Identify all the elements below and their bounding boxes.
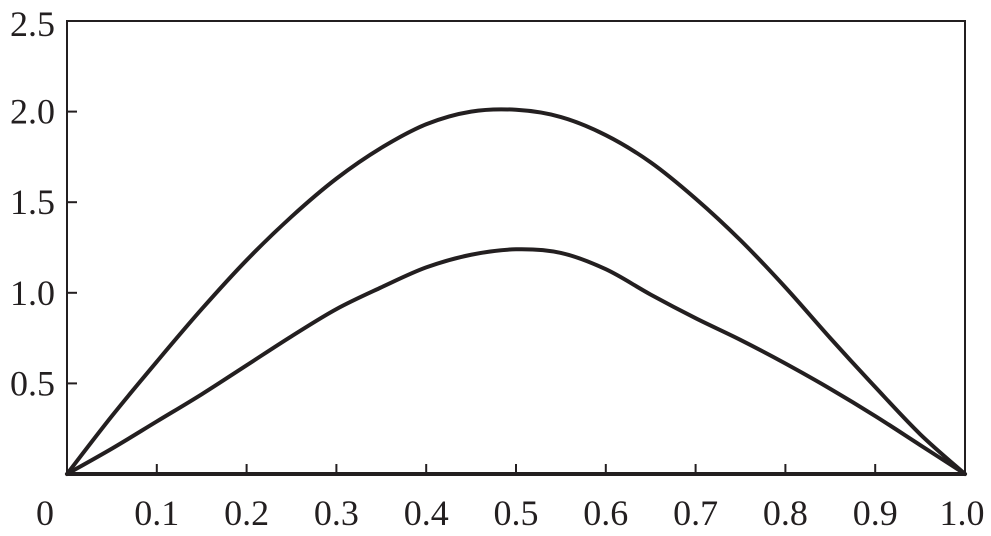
x-tick-label: 0.1 [134,493,179,533]
x-tick-label: 0.9 [853,493,898,533]
x-tick-label: 0.6 [583,493,628,533]
x-tick-label: 0 [36,493,54,533]
y-tick-label: 0.5 [10,363,55,403]
series-layer [65,107,967,476]
tick-labels: 0 0.1 0.2 0.3 0.4 0.5 0.6 0.7 0.8 0.9 1.0 0.5 1.0 1.5… [10,4,985,533]
x-tick-label: 0.2 [224,493,269,533]
y-tick-label: 2.5 [10,4,55,44]
y-tick-label: 1.0 [10,273,55,313]
x-tick-label: 0.4 [404,493,449,533]
x-tick-label: 0.5 [494,493,539,533]
series-line-lower [65,247,967,476]
series-line-upper [65,107,967,476]
x-tick-label: 0.3 [314,493,359,533]
x-tick-label: 0.7 [673,493,718,533]
x-tick-label: 0.8 [763,493,808,533]
y-tick-label: 2.0 [10,92,55,132]
x-tick-label: 1.0 [940,493,985,533]
y-tick-label: 1.5 [10,182,55,222]
